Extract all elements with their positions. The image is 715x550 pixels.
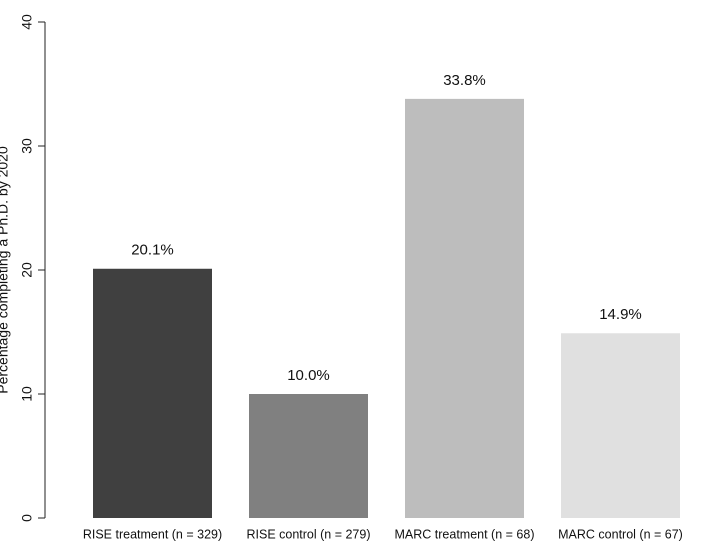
bar: [405, 98, 524, 518]
y-tick-label: 30: [19, 138, 35, 154]
x-tick-label: RISE treatment (n = 329): [83, 527, 222, 541]
x-tick-label: RISE control (n = 279): [246, 527, 370, 541]
y-tick-label: 20: [19, 262, 35, 278]
y-tick-label: 0: [19, 514, 35, 522]
value-label: 14.9%: [599, 306, 642, 323]
value-label: 10.0%: [287, 367, 330, 384]
bar: [249, 394, 368, 518]
x-tick-label: MARC control (n = 67): [558, 527, 683, 541]
bar: [561, 333, 680, 518]
x-tick-label: MARC treatment (n = 68): [395, 527, 535, 541]
value-label: 33.8%: [443, 72, 486, 89]
y-tick-label: 10: [19, 386, 35, 402]
y-tick-label: 40: [19, 14, 35, 30]
y-axis-title: Percentage completing a Ph.D. by 2020: [0, 146, 11, 394]
value-label: 20.1%: [131, 242, 174, 259]
bar: [93, 268, 212, 518]
